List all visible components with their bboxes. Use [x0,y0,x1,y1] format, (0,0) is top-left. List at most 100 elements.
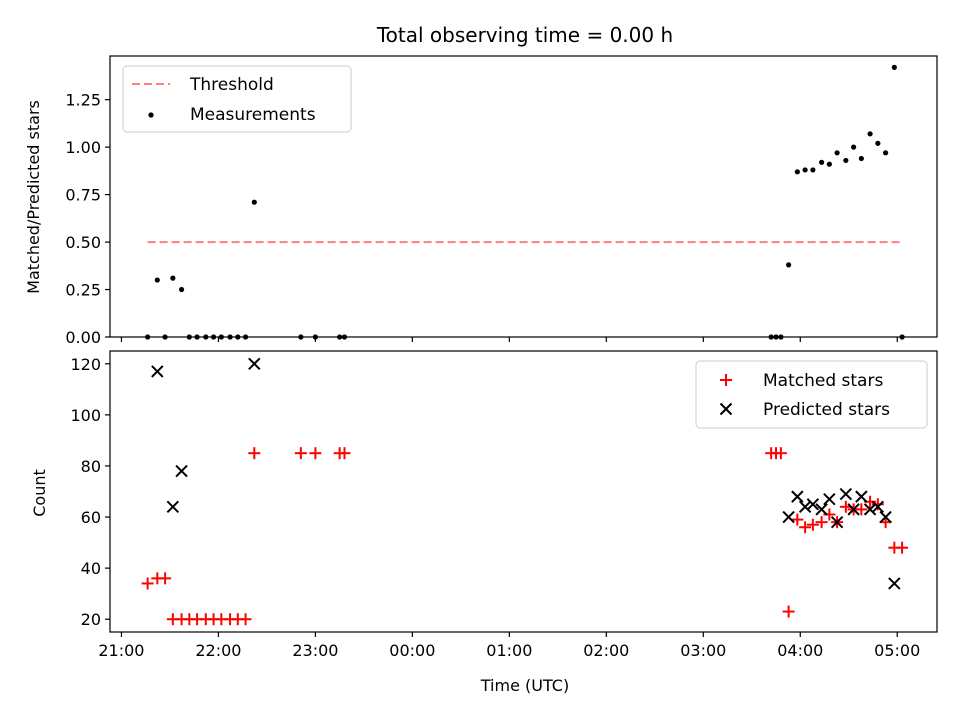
measurement-point [810,167,816,173]
legend-matched-label: Matched stars [763,371,883,391]
measurement-point [341,334,348,340]
matched-star-point [791,513,804,526]
measurement-point [154,277,160,283]
matched-star-point [141,577,154,590]
measurement-point [251,199,257,205]
measurement-point [802,167,808,173]
x-tick-label: 01:00 [486,641,532,660]
measurement-point [186,334,192,340]
predicted-star-point [248,357,261,370]
x-tick-label: 00:00 [389,641,435,660]
predicted-star-point [855,490,868,503]
matched-star-point [159,572,172,585]
bottom-y-tick-label: 80 [81,457,101,476]
predicted-star-point [888,577,901,590]
predicted-star-point [879,510,892,524]
predicted-star-point [863,503,877,516]
measurement-point [170,275,176,281]
measurement-point [210,334,217,340]
measurement-point [851,144,857,150]
predicted-star-point [798,500,812,514]
measurement-point [834,150,840,156]
matched-star-point [309,447,322,460]
legend-frame [122,65,352,133]
top-plot-frame [109,55,938,338]
measurement-point [891,64,897,70]
measurement-point [162,334,168,340]
bottom-y-axis-label: Count [30,469,49,517]
matched-star-point [338,447,351,460]
top-y-tick-label: 0.75 [65,186,101,205]
measurement-point [899,334,905,340]
matched-star-point [855,503,868,516]
matched-star-point [782,605,795,618]
predicted-star-point [806,498,820,511]
measurement-point [194,334,200,340]
top-panel: 0.00 0.25 0.50 0.75 1.00 1.25 Threshold Measure… [65,55,938,347]
measurement-point [337,334,343,340]
matched-star-point [815,516,828,529]
predicted-star-point [815,503,828,516]
x-tick-label: 21:00 [98,641,144,660]
bottom-y-tick-label: 60 [81,508,101,527]
top-y-axis-label: Matched/Predicted stars [24,100,43,294]
x-tick-label: 02:00 [583,641,629,660]
x-tick-label: 05:00 [874,641,920,660]
predicted-star-point [782,510,795,524]
bottom-panel: 20 40 60 80 100 120 21:00 22:00 23:00 00:00 01:00 0… [70,350,938,660]
measurement-point [843,157,849,164]
legend-matched-swatch [720,374,732,386]
predicted-star-point [175,464,188,478]
x-tick-label: 04:00 [777,641,823,660]
measurement-point [768,334,774,340]
measurement-point [218,334,224,340]
predicted-star-point [823,492,836,506]
measurement-point [145,334,151,340]
measurement-point [242,334,249,340]
matched-star-point [896,541,909,554]
x-tick-label: 22:00 [195,641,241,660]
predicted-star-point [791,490,804,503]
top-y-tick-label: 1.00 [65,138,101,157]
matched-star-point [799,521,812,534]
matched-star-point [239,613,252,626]
measurement-point [786,262,792,268]
x-tick-label: 03:00 [680,641,726,660]
predicted-star-point [151,365,164,378]
predicted-star-point [166,500,180,514]
bottom-y-tick-label: 40 [81,559,101,578]
matched-star-point [774,447,787,460]
measurement-point [312,334,318,340]
measurement-point [227,334,233,340]
measurement-point [875,140,881,146]
measurement-point [778,334,784,340]
top-y-tick-label: 0.50 [65,233,101,252]
measurement-point [819,159,825,165]
top-y-tick-label: 0.00 [65,328,101,347]
measurement-point [203,334,209,340]
matched-star-point [248,447,261,460]
matched-star-point [871,498,884,511]
matched-star-point [806,518,819,531]
measurement-point [235,334,241,340]
top-y-tick-label: 1.25 [65,91,101,110]
legend-predicted-label: Predicted stars [763,400,890,420]
legend-predicted-swatch [719,402,733,416]
legend-threshold-label: Threshold [189,75,274,95]
x-tick-label: 23:00 [292,641,338,660]
legend-frame [695,360,928,429]
matched-star-point [294,447,307,460]
measurement-point [794,169,800,175]
measurement-point [826,161,832,167]
bottom-y-tick-label: 120 [70,355,101,374]
measurement-point [773,334,779,340]
x-axis-label: Time (UTC) [480,676,569,695]
top-legend: Threshold Measurements [122,65,352,133]
measurement-point [883,150,889,156]
bottom-legend: Matched stars Predicted stars [695,360,928,429]
measurement-point [867,131,873,137]
predicted-star-point [830,515,844,529]
bottom-y-tick-label: 20 [81,610,101,629]
measurement-point [298,334,304,340]
